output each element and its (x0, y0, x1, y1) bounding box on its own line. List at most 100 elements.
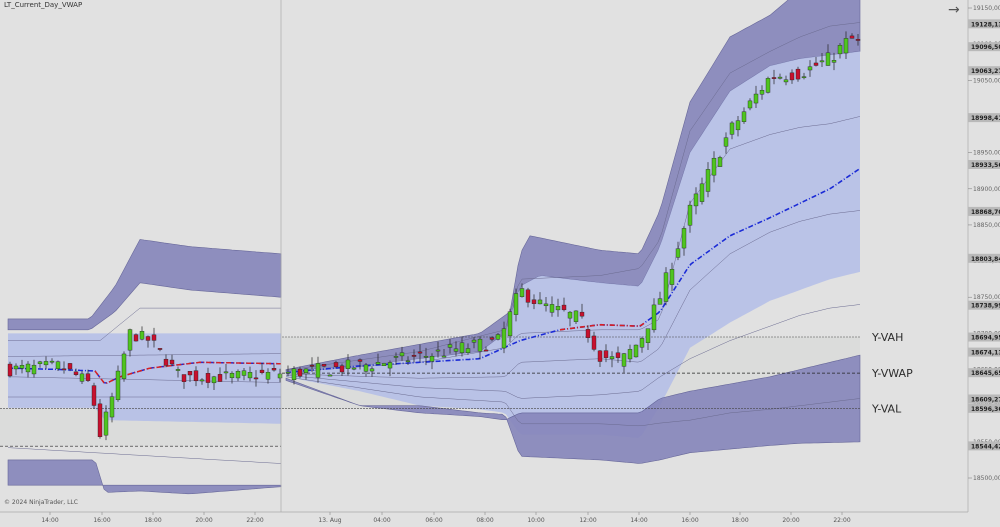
candle-up (241, 370, 247, 376)
price-marker-label: 18998,41 (971, 115, 1000, 122)
candle-down (151, 334, 157, 341)
candle-down (489, 337, 495, 340)
candle-up (363, 364, 369, 372)
candle-up (669, 269, 675, 285)
candle-up (825, 52, 831, 66)
candle-up (471, 339, 477, 343)
candle-up (375, 362, 381, 365)
candle-down (597, 350, 603, 362)
candle-up (723, 137, 729, 147)
candle-up (291, 368, 297, 381)
price-marker-box (968, 347, 1000, 357)
candle-down (525, 289, 531, 303)
candle-up (513, 293, 519, 315)
time-tick-label: 20:00 (782, 517, 799, 524)
candle-up (819, 60, 825, 63)
candle-up (211, 376, 217, 384)
candle-down (333, 362, 339, 367)
price-tick-label: 18750,00 (973, 294, 1000, 301)
candle-down (813, 62, 819, 66)
candle-up (735, 120, 741, 131)
candle-up (687, 204, 693, 226)
candle-down (849, 35, 855, 39)
candle-up (621, 353, 627, 367)
candle-up (121, 353, 127, 379)
candle-down (603, 350, 609, 358)
candle-down (789, 72, 795, 81)
candles-layer (7, 31, 861, 441)
price-tick-label: 18900,00 (973, 186, 1000, 193)
candle-up (405, 360, 411, 363)
time-tick-label: 18:00 (731, 517, 748, 524)
candle-up (693, 193, 699, 207)
candle-down (483, 349, 489, 352)
candle-down (855, 39, 861, 41)
candle-down (795, 68, 801, 80)
candle-up (663, 272, 669, 302)
candle-up (285, 371, 291, 374)
candle-up (807, 66, 813, 71)
upper-outer-band-prior (7, 239, 282, 331)
sd-line-today-3 (285, 304, 861, 399)
price-marker-label: 18803,84 (971, 256, 1000, 263)
candle-up (55, 361, 61, 369)
candle-down (85, 373, 91, 381)
price-marker-box (968, 441, 1000, 451)
price-marker-box (968, 160, 1000, 170)
candle-up (777, 76, 783, 79)
candle-up (507, 311, 513, 337)
price-marker-box (968, 253, 1000, 263)
sd-line-today-4 (285, 376, 861, 427)
candle-up (303, 368, 309, 374)
candle-up (765, 78, 771, 93)
candle-up (49, 360, 55, 363)
candle-up (555, 306, 561, 311)
price-marker-label: 19096,50 (971, 44, 1000, 51)
candle-up (495, 334, 501, 340)
candle-up (675, 248, 681, 258)
candle-down (97, 403, 103, 437)
price-marker-label: 18544,42 (971, 443, 1000, 450)
candle-up (423, 356, 429, 358)
candle-up (537, 299, 543, 305)
candle-down (417, 351, 423, 354)
candle-down (297, 368, 303, 377)
price-marker-box (968, 206, 1000, 216)
sd-line-today-2 (285, 210, 861, 379)
candle-up (103, 411, 109, 436)
candle-up (453, 348, 459, 352)
candle-down (67, 363, 73, 370)
candle-up (783, 79, 789, 83)
candle-up (37, 361, 43, 364)
candle-up (229, 372, 235, 379)
level-label-y-val: Y-VAL (871, 403, 902, 416)
candle-down (561, 304, 567, 311)
candle-up (387, 362, 393, 369)
candle-up (717, 157, 723, 167)
candle-up (627, 349, 633, 360)
price-marker-box (968, 332, 1000, 342)
scroll-right-icon[interactable]: → (948, 2, 960, 18)
price-tick-label: 19150,00 (973, 5, 1000, 12)
candle-up (711, 157, 717, 176)
candle-up (477, 338, 483, 352)
candle-down (771, 77, 777, 79)
price-marker-label: 18933,56 (971, 162, 1000, 169)
candle-up (441, 355, 447, 358)
time-tick-label: 14:00 (41, 517, 58, 524)
candle-down (61, 368, 67, 371)
price-marker-label: 18868,70 (971, 209, 1000, 216)
time-tick-label: 13. Aug (318, 517, 341, 524)
candle-down (169, 359, 175, 365)
candle-down (145, 336, 151, 341)
candle-up (501, 328, 507, 349)
price-axis-bg (968, 0, 1000, 527)
vwap-line-today-red (559, 321, 646, 331)
candle-up (265, 371, 271, 380)
sd-line-today-0 (285, 22, 861, 371)
candle-up (573, 310, 579, 322)
candle-up (109, 396, 115, 418)
candle-down (591, 335, 597, 350)
candle-down (205, 373, 211, 383)
